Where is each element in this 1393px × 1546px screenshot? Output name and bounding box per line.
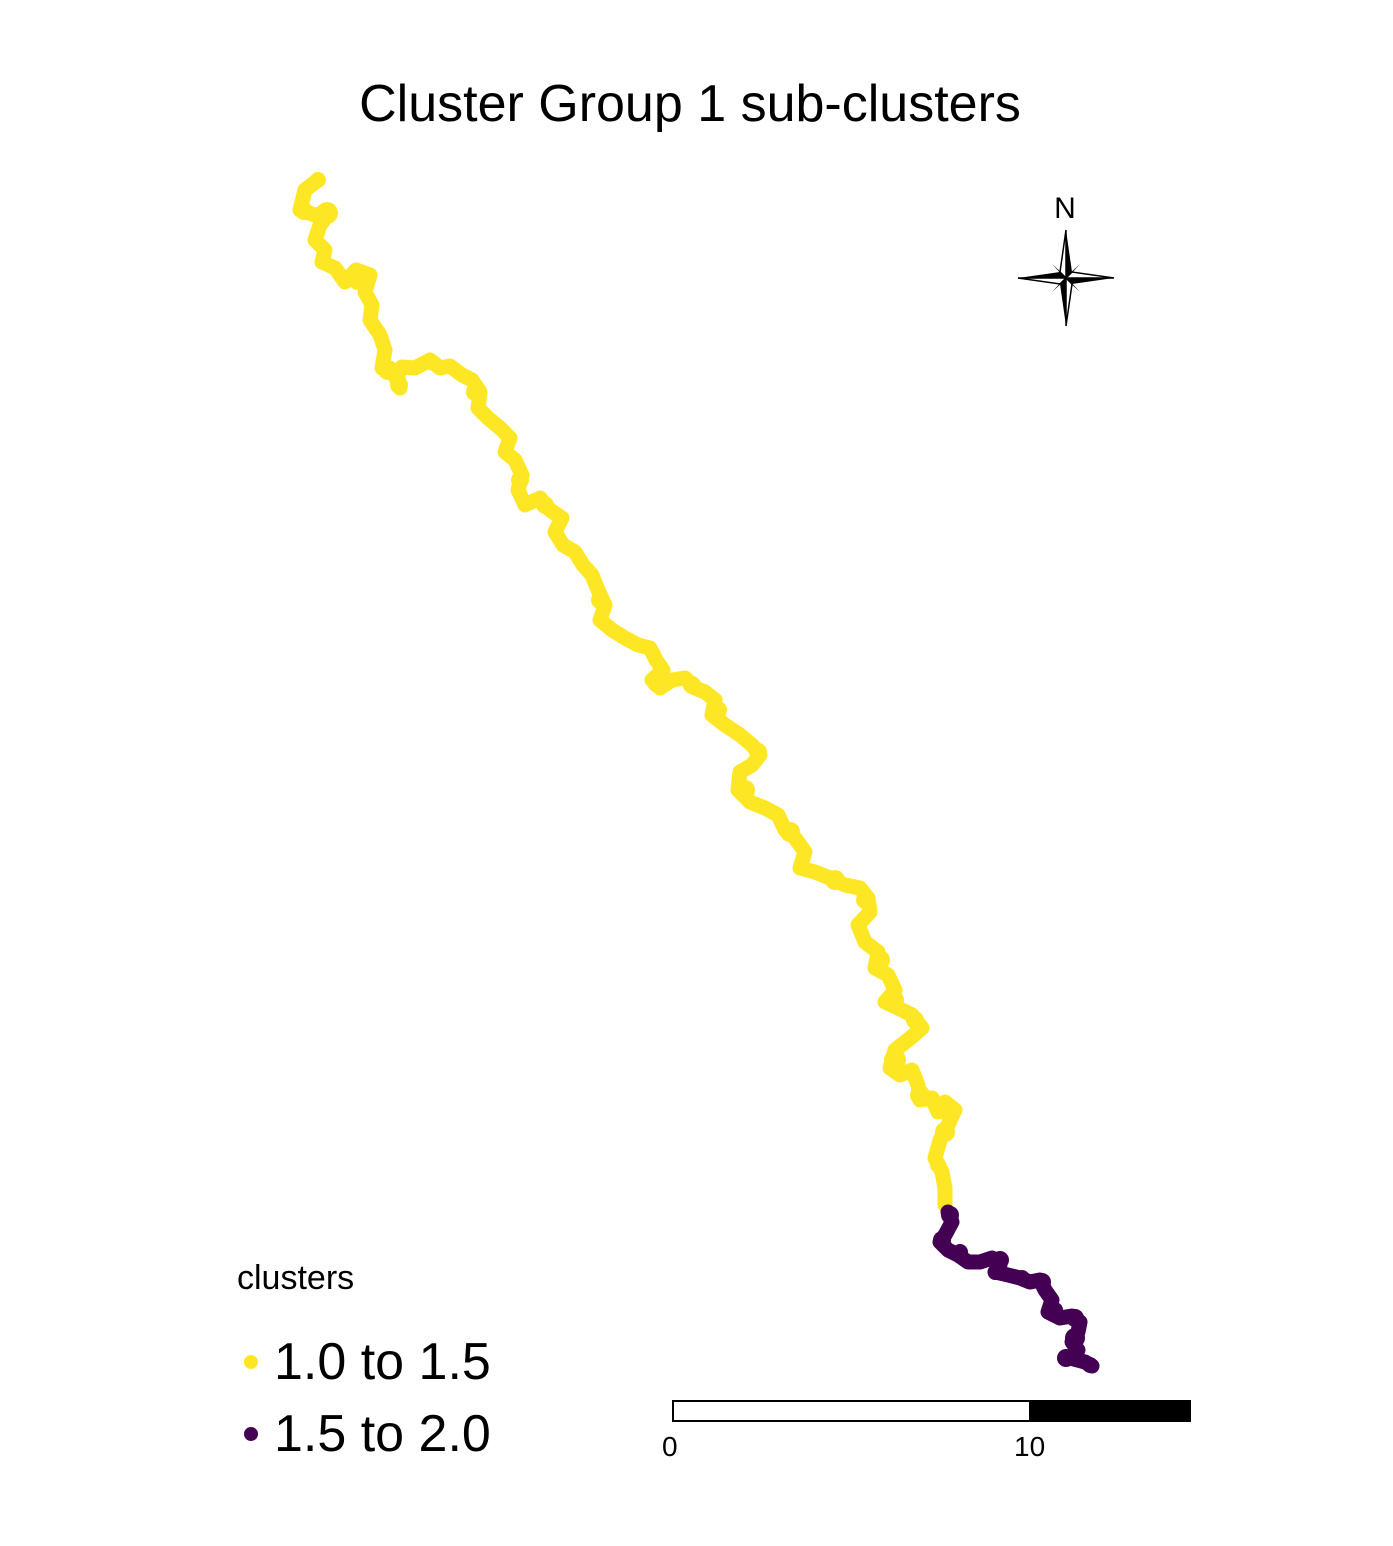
scale-bar (672, 1400, 1191, 1422)
track-point (1066, 1309, 1084, 1327)
track-point (886, 991, 904, 1009)
compass-point-south-light (1065, 276, 1073, 327)
track-point (466, 383, 484, 401)
track-point (856, 891, 874, 909)
track-point (780, 822, 800, 842)
cluster-track-1 (292, 172, 963, 1213)
cluster-track-1-points (295, 172, 955, 1173)
track-point (591, 591, 609, 609)
compass-diag-sw (1052, 278, 1066, 292)
track-point (647, 671, 669, 693)
compass-point-west-light (1017, 277, 1068, 285)
track-point (295, 202, 313, 220)
track-point (906, 1011, 924, 1029)
track-point (1033, 1273, 1051, 1291)
map-title: Cluster Group 1 sub-clusters (359, 75, 1021, 133)
track-point (991, 1251, 1009, 1269)
track-point (930, 1157, 946, 1173)
legend-entry-label: 1.0 to 1.5 (274, 1333, 491, 1391)
compass-diag-ne (1066, 264, 1080, 278)
track-point (536, 496, 554, 514)
track-point (884, 1049, 906, 1071)
track-point (390, 376, 408, 394)
legend-swatch-icon (244, 1355, 258, 1369)
legend-title: clusters (237, 1259, 355, 1297)
compass-diag-nw (1052, 264, 1066, 278)
track-point (952, 1244, 968, 1260)
north-arrow-icon (1017, 229, 1115, 327)
cluster-track-2 (932, 1204, 1100, 1374)
cluster-track-1-line (292, 172, 963, 1213)
cluster-track-2-points (933, 1206, 1098, 1373)
legend-entry: 1.0 to 1.5 (244, 1332, 491, 1392)
legend-entry-label: 1.5 to 2.0 (274, 1405, 491, 1463)
legend-entry: 1.5 to 2.0 (244, 1404, 491, 1464)
track-point (870, 950, 890, 970)
track-point (422, 354, 438, 370)
track-point (1014, 1270, 1030, 1286)
track-point (941, 1206, 959, 1224)
track-point (683, 676, 701, 694)
track-point (935, 1100, 955, 1120)
track-point (310, 172, 326, 188)
scale-tick-label: 10 (1014, 1431, 1046, 1462)
compass-point-east-light (1064, 271, 1115, 279)
track-point (511, 471, 529, 489)
track-point (1047, 1302, 1063, 1318)
track-point (1082, 1357, 1098, 1373)
track-point (749, 743, 767, 761)
track-point (735, 780, 755, 800)
track-point (988, 1266, 1002, 1280)
scale-bar-segment-white (672, 1400, 1031, 1422)
track-point (825, 870, 845, 890)
track-point (378, 360, 398, 380)
compass-diag-se (1066, 278, 1080, 292)
track-point (1057, 1349, 1075, 1367)
north-label: N (1054, 192, 1076, 225)
scale-tick-label: 0 (662, 1431, 678, 1462)
compass-point-north-light (1059, 229, 1067, 280)
track-point (348, 270, 368, 290)
track-point (935, 1122, 955, 1142)
track-point (1065, 1328, 1085, 1348)
track-point (933, 1231, 951, 1249)
track-point (910, 1085, 930, 1105)
legend-swatch-icon (244, 1427, 258, 1441)
scale-bar-segment-black (1029, 1400, 1191, 1422)
track-point (316, 202, 338, 224)
track-point (709, 701, 727, 719)
